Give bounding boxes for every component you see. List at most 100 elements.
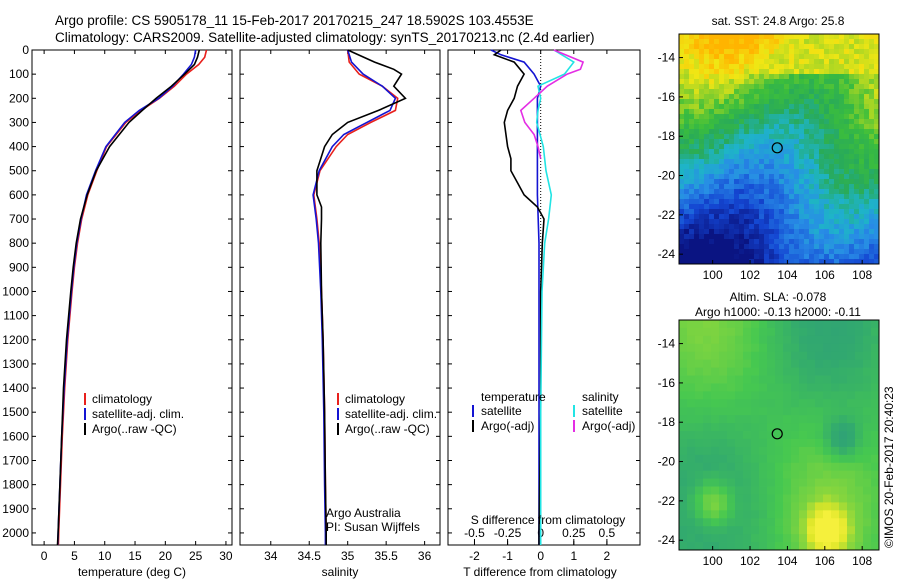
- sst-cell: [719, 224, 725, 230]
- sla-cell: [751, 534, 760, 543]
- sla-cell: [871, 534, 880, 543]
- sla-cell: [783, 399, 792, 408]
- sst-cell: [759, 259, 765, 265]
- sst-cell: [759, 109, 765, 115]
- sla-cell: [743, 518, 752, 527]
- sst-cell: [754, 224, 760, 230]
- sst-cell: [759, 234, 765, 240]
- sst-cell: [854, 154, 860, 160]
- sst-cell: [694, 34, 700, 40]
- sst-cell: [854, 34, 860, 40]
- sst-cell: [719, 144, 725, 150]
- sla-cell: [863, 518, 872, 527]
- sst-cell: [784, 84, 790, 90]
- sla-cell: [767, 454, 776, 464]
- sla-cell: [807, 351, 816, 361]
- sst-cell: [824, 244, 830, 250]
- sst-cell: [859, 174, 865, 180]
- sla-cell: [863, 510, 872, 519]
- sst-cell: [749, 109, 755, 115]
- sst-cell: [799, 39, 805, 45]
- sla-map-title-2: Argo h1000: -0.13 h2000: -0.11: [695, 305, 861, 319]
- sst-cell: [859, 144, 865, 150]
- sst-cell: [819, 124, 825, 130]
- sla-cell: [831, 478, 840, 487]
- sla-cell: [775, 415, 784, 424]
- sla-cell: [807, 470, 816, 480]
- sst-cell: [689, 109, 695, 115]
- sst-cell: [724, 244, 730, 250]
- sst-cell: [724, 149, 730, 155]
- sst-cell: [809, 204, 815, 210]
- sst-cell: [719, 244, 725, 250]
- sla-cell: [711, 367, 720, 376]
- sst-cell: [719, 49, 725, 55]
- sst-cell: [734, 129, 740, 135]
- sst-cell: [744, 189, 750, 195]
- sst-cell: [869, 89, 875, 95]
- sst-cell: [724, 94, 730, 100]
- sst-cell: [739, 144, 745, 150]
- sst-cell: [734, 64, 740, 70]
- sst-cell: [719, 89, 725, 95]
- sla-cell: [863, 534, 872, 543]
- sla-cell: [791, 462, 800, 472]
- sla-cell: [791, 494, 800, 503]
- sst-cell: [804, 64, 810, 70]
- sst-cell: [679, 234, 685, 240]
- sst-cell: [814, 229, 820, 235]
- sla-cell: [839, 438, 848, 448]
- s-tick-label: 0.5: [599, 526, 616, 540]
- sst-cell: [859, 249, 865, 255]
- sst-cell: [714, 159, 720, 165]
- sst-cell: [814, 109, 820, 115]
- sst-cell: [779, 114, 785, 120]
- sst-cell: [684, 164, 690, 170]
- sst-cell: [804, 204, 810, 210]
- sst-cell: [749, 254, 755, 260]
- sla-cell: [735, 327, 744, 337]
- sla-cell: [823, 399, 832, 408]
- sst-cell: [784, 194, 790, 200]
- sst-cell: [779, 224, 785, 230]
- sla-cell: [767, 375, 776, 384]
- sla-cell: [735, 343, 744, 353]
- sst-cell: [784, 229, 790, 235]
- depth-tick-label: 800: [9, 236, 29, 250]
- sst-cell: [794, 64, 800, 70]
- sst-cell: [844, 184, 850, 190]
- sla-cell: [687, 534, 696, 543]
- sst-cell: [704, 144, 710, 150]
- sla-cell: [807, 534, 816, 543]
- sst-cell: [819, 174, 825, 180]
- sla-cell: [679, 431, 688, 440]
- sst-cell: [714, 209, 720, 215]
- imos-timestamp: ©IMOS 20-Feb-2017 20:40:23: [882, 386, 896, 548]
- sst-cell: [809, 94, 815, 100]
- sst-cell: [759, 224, 765, 230]
- sst-cell: [699, 219, 705, 225]
- sla-cell: [807, 438, 816, 448]
- sst-cell: [699, 139, 705, 145]
- sla-cell: [871, 462, 880, 472]
- sla-cell: [759, 327, 768, 337]
- sst-cell: [794, 184, 800, 190]
- sst-cell: [854, 84, 860, 90]
- sst-cell: [744, 79, 750, 85]
- sst-cell: [844, 199, 850, 205]
- sst-cell: [714, 49, 720, 55]
- sst-cell: [699, 49, 705, 55]
- sla-cell: [831, 383, 840, 392]
- sst-cell: [684, 134, 690, 140]
- sst-cell: [779, 194, 785, 200]
- sst-cell: [719, 174, 725, 180]
- sst-cell: [714, 234, 720, 240]
- sst-cell: [709, 139, 715, 145]
- sst-cell: [749, 64, 755, 70]
- sst-cell: [689, 124, 695, 130]
- sst-cell: [684, 84, 690, 90]
- sst-cell: [844, 254, 850, 260]
- sst-cell: [689, 99, 695, 105]
- sst-cell: [759, 54, 765, 60]
- sla-cell: [815, 375, 824, 384]
